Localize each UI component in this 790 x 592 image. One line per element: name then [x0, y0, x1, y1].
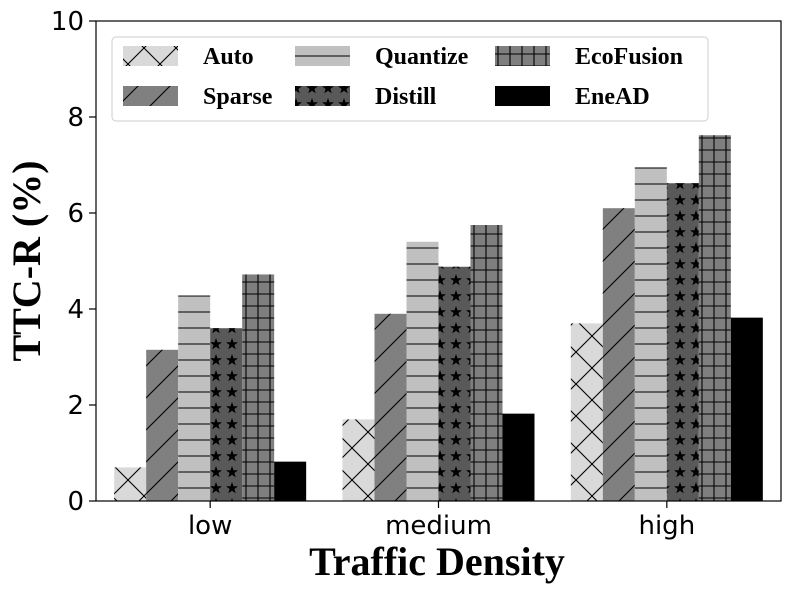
bar-pattern-auto-low	[114, 467, 147, 501]
bar-pattern-ecofusion-high	[698, 135, 731, 502]
bars-layer	[114, 135, 763, 502]
legend-label-quantize: Quantize	[375, 44, 469, 70]
bar-pattern-quantize-medium	[406, 241, 439, 502]
y-tick-label: 4	[67, 295, 84, 325]
legend-label-ecofusion: EcoFusion	[575, 44, 683, 70]
x-axis-ticks: low medium high	[188, 501, 695, 541]
bar-pattern-sparse-low	[146, 349, 179, 501]
legend-swatch-pattern-auto	[123, 46, 178, 66]
legend-box	[111, 36, 709, 122]
bar-pattern-distill-low	[210, 328, 243, 501]
y-tick-label: 2	[67, 391, 84, 421]
legend-swatch-pattern-ecofusion	[495, 46, 550, 66]
legend-label-enead: EneAD	[575, 84, 650, 110]
bar-enead-low	[274, 461, 307, 501]
x-tick-label: high	[638, 511, 695, 541]
bar-pattern-auto-medium	[342, 419, 375, 501]
bar-enead-medium	[502, 413, 535, 501]
bar-pattern-ecofusion-low	[242, 274, 275, 501]
y-axis-ticks: 0 2 4 6 8 10	[51, 7, 96, 517]
legend-label-sparse: Sparse	[203, 84, 273, 110]
y-tick-label: 8	[67, 103, 84, 133]
y-tick-label: 0	[67, 487, 84, 517]
legend-swatch-pattern-sparse	[123, 86, 178, 106]
y-tick-label: 6	[67, 199, 84, 229]
bar-pattern-quantize-high	[634, 167, 667, 501]
bar-pattern-sparse-high	[602, 208, 635, 501]
bar-pattern-distill-medium	[438, 266, 471, 501]
legend-label-auto: Auto	[203, 44, 254, 70]
legend-label-distill: Distill	[375, 84, 437, 110]
legend-swatch-pattern-quantize	[295, 46, 350, 66]
bar-pattern-auto-high	[570, 323, 603, 501]
y-axis-title: TTC-R (%)	[4, 160, 49, 361]
legend-swatch-enead	[495, 86, 550, 106]
bar-pattern-ecofusion-medium	[470, 225, 503, 501]
bar-pattern-quantize-low	[178, 295, 211, 501]
bar-enead-high	[730, 317, 763, 501]
x-axis-title: Traffic Density	[309, 539, 565, 584]
x-tick-label: low	[188, 511, 232, 541]
bar-pattern-distill-high	[666, 183, 699, 502]
bar-pattern-sparse-medium	[374, 313, 407, 501]
x-tick-label: medium	[385, 511, 492, 541]
legend: Auto Sparse Quantize Distill EcoFusion EneAD	[111, 36, 709, 122]
legend-swatch-pattern-distill	[295, 86, 350, 106]
y-tick-label: 10	[51, 7, 84, 37]
